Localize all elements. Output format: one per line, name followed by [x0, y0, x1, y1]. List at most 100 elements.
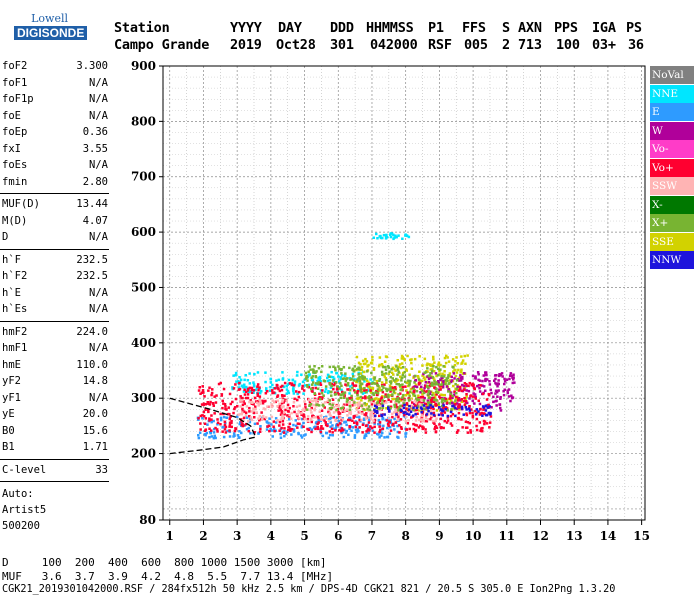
- echo-point: [318, 410, 321, 413]
- echo-point: [398, 363, 402, 366]
- echo-point: [411, 401, 414, 404]
- echo-point: [414, 419, 418, 422]
- echo-point: [282, 405, 285, 408]
- echo-point: [265, 421, 269, 424]
- echo-point: [390, 368, 393, 371]
- echo-point: [331, 398, 335, 401]
- echo-point: [433, 361, 436, 364]
- echo-point: [367, 389, 371, 392]
- param-row: h`E N/A: [2, 287, 108, 303]
- echo-point: [483, 412, 486, 416]
- echo-point: [420, 400, 423, 404]
- echo-point: [400, 376, 404, 380]
- echo-point: [354, 420, 358, 423]
- echo-point: [426, 367, 429, 370]
- echo-point: [250, 386, 254, 390]
- echo-point: [313, 365, 316, 368]
- profile-trace-line: [169, 397, 257, 455]
- echo-point: [380, 434, 383, 437]
- echo-point: [346, 388, 349, 391]
- echo-point: [369, 413, 372, 417]
- echo-point: [343, 410, 346, 413]
- legend-item: SSW: [650, 177, 694, 195]
- echo-point: [368, 408, 372, 411]
- echo-point: [462, 413, 465, 416]
- echo-point: [415, 406, 419, 410]
- echo-point: [209, 431, 212, 435]
- echo-point: [397, 409, 400, 412]
- echo-point: [316, 422, 319, 426]
- echo-point: [329, 414, 333, 417]
- param-value: 2.80: [82, 175, 108, 188]
- echo-point: [419, 391, 422, 394]
- param-row: C-level 33: [2, 464, 108, 480]
- echo-point: [270, 423, 273, 426]
- echo-point: [484, 409, 488, 412]
- echo-point: [432, 407, 435, 411]
- echo-point: [207, 389, 210, 392]
- echo-point: [377, 418, 381, 422]
- header-value: 2019: [230, 37, 262, 53]
- echo-point: [408, 427, 411, 431]
- echo-point: [231, 387, 234, 391]
- echo-point: [336, 404, 339, 408]
- echo-point: [391, 377, 394, 380]
- echo-point: [385, 378, 388, 382]
- echo-point: [389, 390, 392, 393]
- echo-point: [226, 412, 230, 416]
- echo-point: [439, 368, 442, 371]
- echo-point: [386, 426, 389, 430]
- echo-point: [246, 396, 250, 400]
- echo-point: [489, 415, 493, 418]
- echo-point: [206, 401, 209, 404]
- legend-item: NNW: [650, 251, 694, 269]
- param-row: h`F 232.5: [2, 254, 108, 270]
- echo-point: [402, 357, 405, 360]
- echo-point: [245, 385, 248, 389]
- echo-point: [212, 431, 216, 434]
- echo-point: [460, 400, 463, 403]
- echo-point: [467, 384, 470, 388]
- echo-point: [424, 428, 427, 431]
- echo-point: [408, 398, 411, 401]
- echo-point: [411, 391, 414, 395]
- echo-point: [264, 392, 268, 395]
- echo-point: [244, 414, 248, 417]
- echo-point: [307, 386, 311, 389]
- echo-point: [298, 422, 301, 426]
- echo-point: [412, 392, 415, 396]
- echo-point: [403, 413, 406, 417]
- x-tick-label: 15: [633, 529, 650, 543]
- echo-point: [326, 423, 329, 426]
- echo-point: [241, 385, 245, 389]
- echo-point: [363, 389, 366, 392]
- echo-point: [292, 428, 296, 431]
- echo-point: [418, 402, 421, 406]
- echo-point: [250, 388, 254, 391]
- echo-point: [323, 380, 327, 383]
- echo-point: [426, 399, 430, 402]
- echo-point: [494, 389, 498, 392]
- echo-point: [376, 407, 380, 410]
- echo-point: [208, 403, 212, 406]
- echo-point: [263, 417, 266, 421]
- echo-point: [391, 393, 394, 397]
- echo-point: [448, 375, 452, 378]
- echo-point: [394, 409, 397, 412]
- echo-point: [355, 421, 359, 424]
- echo-point: [417, 381, 421, 385]
- echo-point: [424, 419, 427, 423]
- echo-point: [313, 398, 316, 402]
- echo-point: [414, 413, 417, 416]
- echo-point: [286, 430, 289, 433]
- echo-point: [339, 429, 343, 433]
- echo-point: [440, 404, 444, 408]
- echo-point: [459, 379, 463, 382]
- echo-point: [406, 354, 409, 358]
- echo-point: [506, 391, 509, 395]
- echo-point: [369, 382, 373, 385]
- echo-point: [336, 423, 340, 427]
- echo-point: [408, 413, 411, 416]
- echo-point: [440, 378, 444, 381]
- echo-point: [435, 403, 438, 407]
